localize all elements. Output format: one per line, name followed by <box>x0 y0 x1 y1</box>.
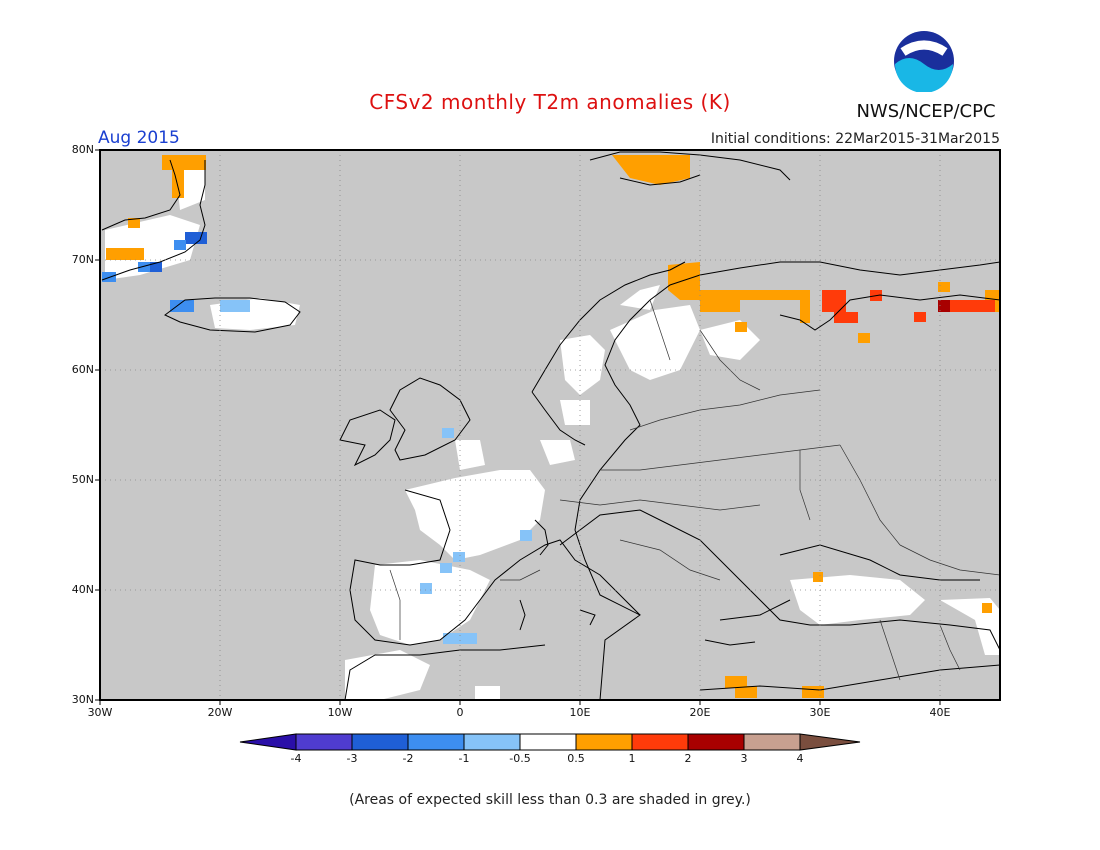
lon-label-0: 0 <box>456 706 464 719</box>
warm-anomalies <box>106 155 1000 698</box>
lon-label-10w: 10W <box>327 706 353 719</box>
map-frame <box>99 149 1001 701</box>
lat-label-80n: 80N <box>71 143 94 156</box>
noaa-logo <box>893 30 955 96</box>
lon-label-30w: 30W <box>87 706 113 719</box>
colorbar-arrow-low <box>239 733 297 751</box>
colorbar-label: -4 <box>290 752 302 765</box>
lat-label-40n: 40N <box>71 583 94 596</box>
colorbar-label: 4 <box>796 752 804 765</box>
colorbar-label: 3 <box>740 752 748 765</box>
colorbar-bin <box>351 733 409 751</box>
forecast-period: Aug 2015 <box>98 128 180 148</box>
axis-ticks <box>95 149 941 705</box>
colorbar-bin <box>295 733 353 751</box>
colorbar-label: 2 <box>684 752 692 765</box>
initial-conditions: Initial conditions: 22Mar2015-31Mar2015 <box>710 131 1000 147</box>
lon-label-20e: 20E <box>689 706 711 719</box>
graticule <box>100 150 1000 700</box>
lat-label-30n: 30N <box>71 693 94 706</box>
colorbar-bin <box>631 733 689 751</box>
colorbar-bin <box>407 733 465 751</box>
map-title: CFSv2 monthly T2m anomalies (K) <box>369 90 731 114</box>
lon-label-40e: 40E <box>929 706 951 719</box>
lat-label-60n: 60N <box>71 363 94 376</box>
lat-label-70n: 70N <box>71 253 94 266</box>
colorbar-label: -1 <box>458 752 470 765</box>
lon-label-20w: 20W <box>207 706 233 719</box>
colorbar-label: -3 <box>346 752 358 765</box>
colorbar-bin <box>463 733 521 751</box>
agency-label: NWS/NCEP/CPC <box>856 101 996 122</box>
colorbar-arrow-high <box>799 733 861 751</box>
lat-label-50n: 50N <box>71 473 94 486</box>
colorbar-bin <box>743 733 801 751</box>
colorbar-label: 0.5 <box>567 752 585 765</box>
colorbar <box>239 733 861 751</box>
colorbar-bin <box>575 733 633 751</box>
skill-footnote: (Areas of expected skill less than 0.3 a… <box>349 792 751 808</box>
colorbar-label: 1 <box>628 752 636 765</box>
coastlines <box>101 151 1001 701</box>
colorbar-label: -2 <box>402 752 414 765</box>
lon-label-10e: 10E <box>569 706 591 719</box>
colorbar-bin <box>519 733 577 751</box>
lon-label-30e: 30E <box>809 706 831 719</box>
colorbar-label: -0.5 <box>509 752 531 765</box>
colorbar-bin <box>687 733 745 751</box>
